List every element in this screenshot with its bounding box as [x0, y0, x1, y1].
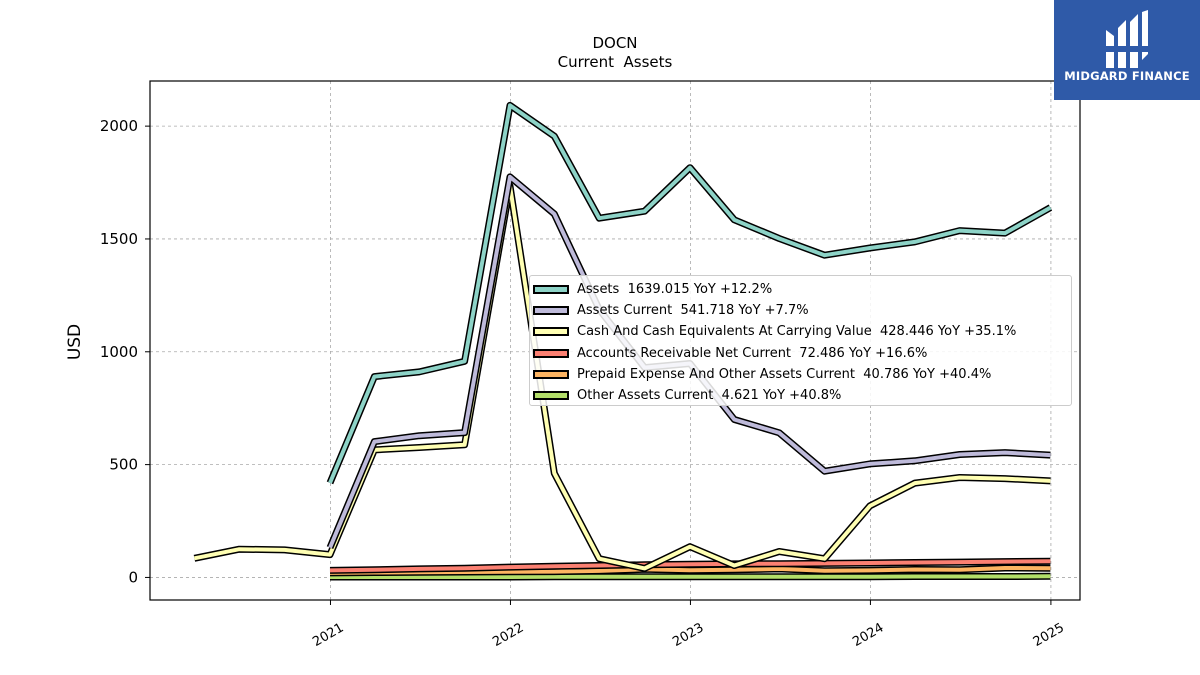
y-tick-label: 1000 [100, 343, 138, 361]
chart-title: DOCN [592, 34, 637, 52]
y-axis-label: USD [65, 324, 85, 360]
series-lines [193, 101, 1053, 581]
series-line [329, 566, 1051, 575]
chart-subtitle: Current Assets [558, 53, 673, 71]
legend-item: Assets Current 541.718 YoY +7.7% [530, 300, 1071, 321]
x-tick-label: 2025 [1031, 620, 1067, 650]
series-line-group [330, 572, 1051, 581]
y-tick-label: 500 [109, 456, 138, 474]
legend-label: Cash And Cash Equivalents At Carrying Va… [577, 324, 1017, 340]
series-line [328, 103, 1052, 484]
legend-item: Assets 1639.015 YoY +12.2% [530, 279, 1071, 300]
legend-label: Assets Current 541.718 YoY +7.7% [577, 303, 809, 319]
legend-item: Prepaid Expense And Other Assets Current… [530, 364, 1071, 385]
series-line-group [329, 557, 1051, 574]
brand-name: MIDGARD FINANCE [1064, 69, 1190, 83]
legend-item: Accounts Receivable Net Current 72.486 Y… [530, 343, 1071, 364]
legend-label: Assets 1639.015 YoY +12.2% [577, 282, 773, 298]
midgard-logo-icon [1105, 10, 1149, 68]
series-line-group [329, 564, 1051, 577]
x-tick-label: 2021 [310, 620, 346, 650]
legend-item: Cash And Cash Equivalents At Carrying Va… [530, 321, 1071, 342]
legend-swatch [533, 348, 569, 358]
series-line [329, 559, 1051, 573]
x-tick-label: 2023 [670, 620, 706, 650]
legend-label: Accounts Receivable Net Current 72.486 Y… [577, 345, 928, 361]
legend-swatch [533, 306, 569, 316]
y-tick-label: 2000 [100, 117, 138, 135]
legend-swatch [533, 285, 569, 295]
chart-legend: Assets 1639.015 YoY +12.2% Assets Current… [529, 275, 1072, 406]
series-line [330, 574, 1051, 579]
x-tick-label: 2022 [490, 620, 526, 650]
legend-item: Other Assets Current 4.621 YoY +40.8% [530, 385, 1071, 406]
legend-swatch [533, 391, 569, 401]
plot-frame [149, 80, 1081, 601]
legend-swatch [533, 327, 569, 337]
y-tick-label: 1500 [100, 230, 138, 248]
brand-logo: MIDGARD FINANCE [1054, 0, 1200, 100]
legend-label: Prepaid Expense And Other Assets Current… [577, 366, 992, 382]
legend-swatch [533, 369, 569, 379]
legend-label: Other Assets Current 4.621 YoY +40.8% [577, 388, 842, 404]
x-tick-label: 2024 [850, 620, 886, 650]
y-tick-label: 0 [128, 568, 138, 586]
series-line-group [326, 101, 1053, 485]
